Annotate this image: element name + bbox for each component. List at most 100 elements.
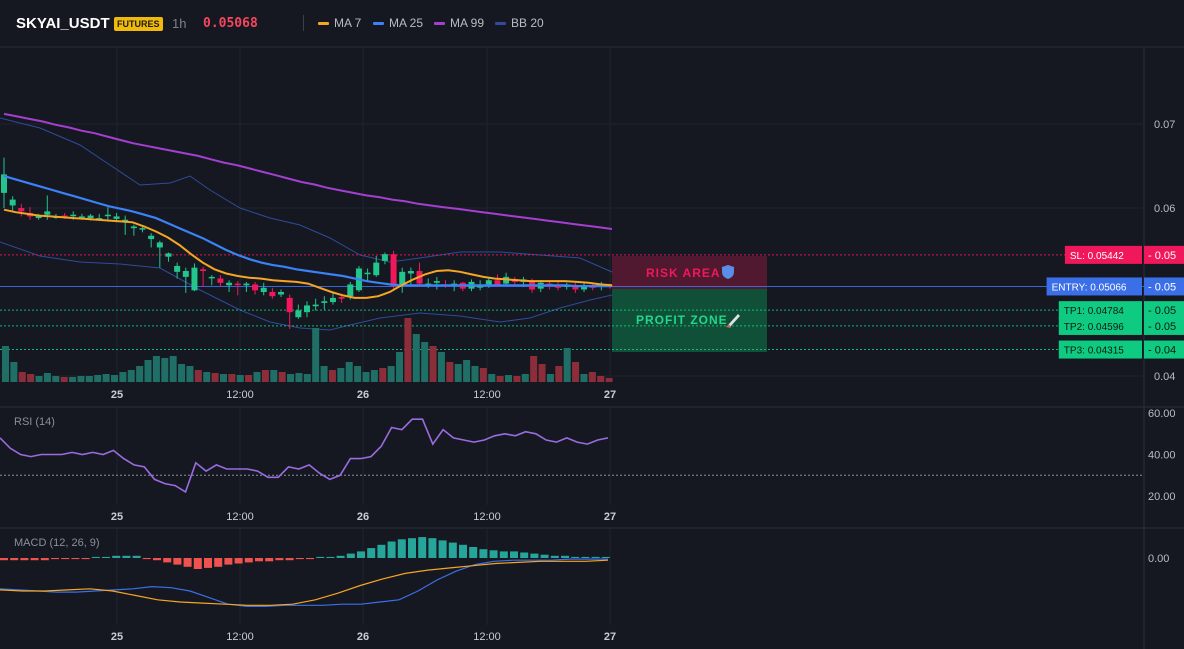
candle-body xyxy=(373,262,380,276)
candle-body xyxy=(407,271,414,274)
volume-bar xyxy=(345,362,353,382)
volume-bar xyxy=(144,360,152,382)
level-tag xyxy=(1058,340,1142,359)
volume-bar xyxy=(496,376,504,382)
legend-label: MA 99 xyxy=(450,16,485,30)
macd-histogram-bar xyxy=(428,538,437,558)
volume-bar xyxy=(69,377,77,382)
macd-histogram-bar xyxy=(499,551,508,558)
volume-bar xyxy=(563,348,571,382)
macd-histogram-bar xyxy=(153,558,161,561)
macd-histogram-bar xyxy=(91,556,100,558)
macd-histogram-bar xyxy=(61,558,70,560)
ma25-line xyxy=(3,175,612,288)
volume-bar xyxy=(320,366,328,382)
timeframe-selector[interactable]: 1h xyxy=(172,16,187,31)
level-tag xyxy=(1058,301,1142,320)
volume-bar xyxy=(354,366,362,382)
candle-body xyxy=(260,287,267,292)
macd-histogram-bar xyxy=(438,540,447,558)
candle-body xyxy=(381,254,388,261)
macd-histogram-bar xyxy=(30,558,39,561)
candle-body xyxy=(217,278,224,283)
candle-body xyxy=(35,215,42,219)
volume-bar xyxy=(245,375,253,382)
legend-ma99[interactable]: MA 99 xyxy=(434,16,484,30)
legend-bb20[interactable]: BB 20 xyxy=(495,16,544,30)
bb-upper xyxy=(0,117,613,273)
macd-histogram-bar xyxy=(51,558,59,560)
candle-body xyxy=(104,214,111,217)
volume-bar xyxy=(362,372,370,382)
macd-histogram-bar xyxy=(448,542,457,558)
macd-histogram-bar xyxy=(122,555,131,558)
macd-histogram-bar xyxy=(571,556,580,558)
candle-body xyxy=(226,282,233,286)
risk-area-label: RISK AREA xyxy=(646,266,721,280)
level-axis-tag xyxy=(1144,245,1184,264)
candle-body xyxy=(252,284,259,291)
level-axis-tag xyxy=(1144,301,1184,320)
macd-pane: 0.00 xyxy=(0,537,1169,608)
volume-bar xyxy=(379,368,387,382)
legend-label: MA 7 xyxy=(334,16,362,30)
volume-bar xyxy=(303,374,311,382)
legend-ma25[interactable]: MA 25 xyxy=(373,16,423,30)
volume-bar xyxy=(60,377,68,382)
volume-bar xyxy=(169,356,177,382)
volume-bar xyxy=(27,374,35,382)
candle-body xyxy=(70,214,77,217)
legend-label: BB 20 xyxy=(511,16,544,30)
volume-bar xyxy=(119,372,127,382)
volume-bar xyxy=(412,334,420,382)
legend-ma7[interactable]: MA 7 xyxy=(318,16,361,30)
macd-histogram-bar xyxy=(336,555,345,558)
volume-bar xyxy=(605,378,613,382)
candle-body xyxy=(234,283,241,286)
volume-bar xyxy=(18,372,26,382)
volume-bar xyxy=(219,374,227,382)
time-tick-label: 12:00 xyxy=(473,389,501,401)
candle-body xyxy=(130,226,137,229)
macd-histogram-bar xyxy=(173,558,182,565)
macd-histogram-bar xyxy=(489,550,498,558)
volume-bar xyxy=(2,346,9,382)
macd-histogram-bar xyxy=(255,558,263,562)
macd-histogram-bar xyxy=(397,539,406,558)
volume-bar xyxy=(194,370,202,382)
macd-histogram-bar xyxy=(10,558,19,561)
candle-body xyxy=(278,292,285,295)
macd-histogram-bar xyxy=(601,556,610,558)
price-tick-label: 0.06 xyxy=(1154,203,1175,215)
macd-histogram-bar xyxy=(408,538,416,558)
candle-body xyxy=(165,253,172,257)
legend-swatch xyxy=(318,21,329,25)
rsi-tick-label: 40.00 xyxy=(1148,450,1176,462)
candle-body xyxy=(304,305,310,313)
candle-body xyxy=(295,310,302,318)
macd-tick-label: 0.00 xyxy=(1148,553,1169,565)
legend-swatch xyxy=(373,21,384,25)
level-tag-label: TP3: 0.04315 xyxy=(1064,346,1124,357)
macd-histogram-bar xyxy=(204,558,212,568)
volume-bar xyxy=(370,370,378,382)
ma7-line xyxy=(3,208,613,299)
macd-histogram-bar xyxy=(193,558,202,569)
symbol-name[interactable]: SKYAI_USDT xyxy=(16,15,110,32)
candle-body xyxy=(18,208,25,212)
candle-body xyxy=(61,215,68,218)
macd-histogram-bar xyxy=(20,558,29,561)
volume-bar xyxy=(421,342,429,382)
macd-histogram-bar xyxy=(459,544,467,558)
rsi-tick-label: 20.00 xyxy=(1148,491,1176,503)
shield-icon xyxy=(722,265,734,279)
grid-lines xyxy=(0,47,1144,625)
volume-bar xyxy=(261,370,269,382)
volume-bar xyxy=(52,376,60,382)
futures-badge: FUTURES xyxy=(114,17,163,31)
level-axis-value: - 0.05 xyxy=(1148,321,1176,333)
level-axis-value: - 0.05 xyxy=(1148,250,1176,262)
candle-body xyxy=(572,285,579,290)
candle-body xyxy=(78,216,85,218)
